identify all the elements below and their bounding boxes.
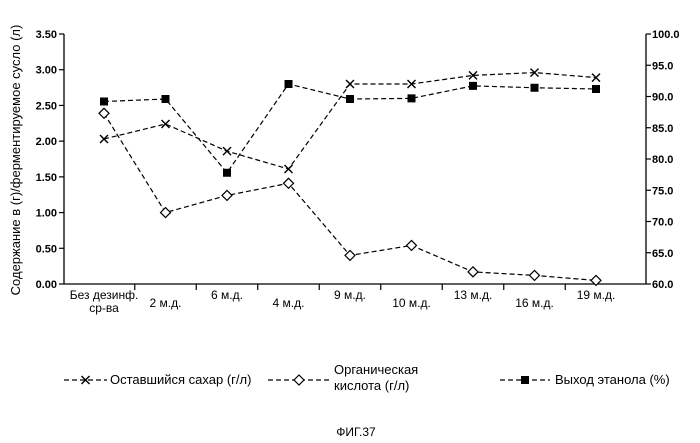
square-marker: [521, 376, 529, 384]
square-marker: [285, 80, 293, 88]
series-line: [104, 73, 596, 169]
legend-item: Оставшийся сахар (г/л): [64, 372, 251, 387]
figure-caption: ФИГ.37: [336, 425, 376, 439]
y2-tick-label: 85.0: [652, 123, 673, 135]
square-marker: [100, 98, 108, 106]
y2-tick-label: 75.0: [652, 185, 673, 197]
diamond-marker: [530, 270, 540, 280]
x-marker: [162, 120, 170, 128]
series-diamond: [99, 108, 601, 285]
x-marker: [592, 74, 600, 82]
y2-tick-label: 60.0: [652, 279, 673, 291]
y-tick-label: 2.00: [36, 136, 57, 148]
y2-tick-label: 65.0: [652, 248, 673, 260]
axes: [64, 34, 646, 284]
series-x: [100, 69, 600, 173]
x-tick-label: 9 м.д.: [334, 288, 366, 302]
diamond-marker: [222, 190, 232, 200]
series: [99, 69, 601, 286]
y-tick-label: 3.50: [36, 29, 57, 41]
legend-item: Органическаякислота (г/л): [268, 362, 418, 393]
x-tick-label: 10 м.д.: [392, 296, 431, 310]
y-tick-label: 1.50: [36, 172, 57, 184]
y2-tick-label: 95.0: [652, 60, 673, 72]
y2-tick-label: 80.0: [652, 154, 673, 166]
ticks: 0.00 0.50 1.00 1.50 2.00 2.50 3.00 3.50 60.0 65.0…: [36, 29, 680, 315]
y-tick-label: 3.00: [36, 65, 57, 77]
square-marker: [469, 82, 477, 90]
x-tick-label: 19 м.д.: [577, 288, 616, 302]
x-tick-label: 16 м.д.: [515, 296, 554, 310]
y-tick-label: 0.00: [36, 279, 57, 291]
diamond-marker: [294, 375, 304, 385]
x-tick-label: 2 м.д.: [150, 296, 182, 310]
diamond-marker: [161, 208, 171, 218]
diamond-marker: [99, 108, 109, 118]
diamond-marker: [345, 250, 355, 260]
square-marker: [592, 85, 600, 93]
square-marker: [531, 84, 539, 92]
legend-label: Выход этанола (%): [555, 372, 670, 387]
legend-item: Выход этанола (%): [500, 372, 670, 387]
y-tick-label: 1.00: [36, 208, 57, 220]
y-tick-label: 0.50: [36, 243, 57, 255]
x-tick-label: 4 м.д.: [273, 296, 305, 310]
y2-tick-label: 90.0: [652, 92, 673, 104]
square-marker: [408, 94, 416, 102]
square-marker: [346, 95, 354, 103]
x-marker: [100, 135, 108, 143]
x-tick-label: Без дезинф.ср-ва: [70, 288, 139, 315]
x-marker: [285, 165, 293, 173]
square-marker: [223, 169, 231, 177]
y-tick-label: 2.50: [36, 100, 57, 112]
y2-tick-label: 70.0: [652, 217, 673, 229]
diamond-marker: [407, 240, 417, 250]
square-marker: [162, 95, 170, 103]
x-marker: [223, 147, 231, 155]
diamond-marker: [468, 267, 478, 277]
legend-label: Оставшийся сахар (г/л): [110, 372, 251, 387]
x-marker: [346, 80, 354, 88]
legend-label: Органическаякислота (г/л): [334, 362, 418, 393]
x-tick-label: 6 м.д.: [211, 288, 243, 302]
y2-tick-label: 100.0: [652, 29, 680, 41]
legend: Оставшийся сахар (г/л) Органическаякислот…: [64, 362, 670, 393]
x-tick-label: 13 м.д.: [454, 288, 493, 302]
y-axis-label: Содержание в (г)/ферментируемое сусло (л…: [8, 25, 23, 296]
